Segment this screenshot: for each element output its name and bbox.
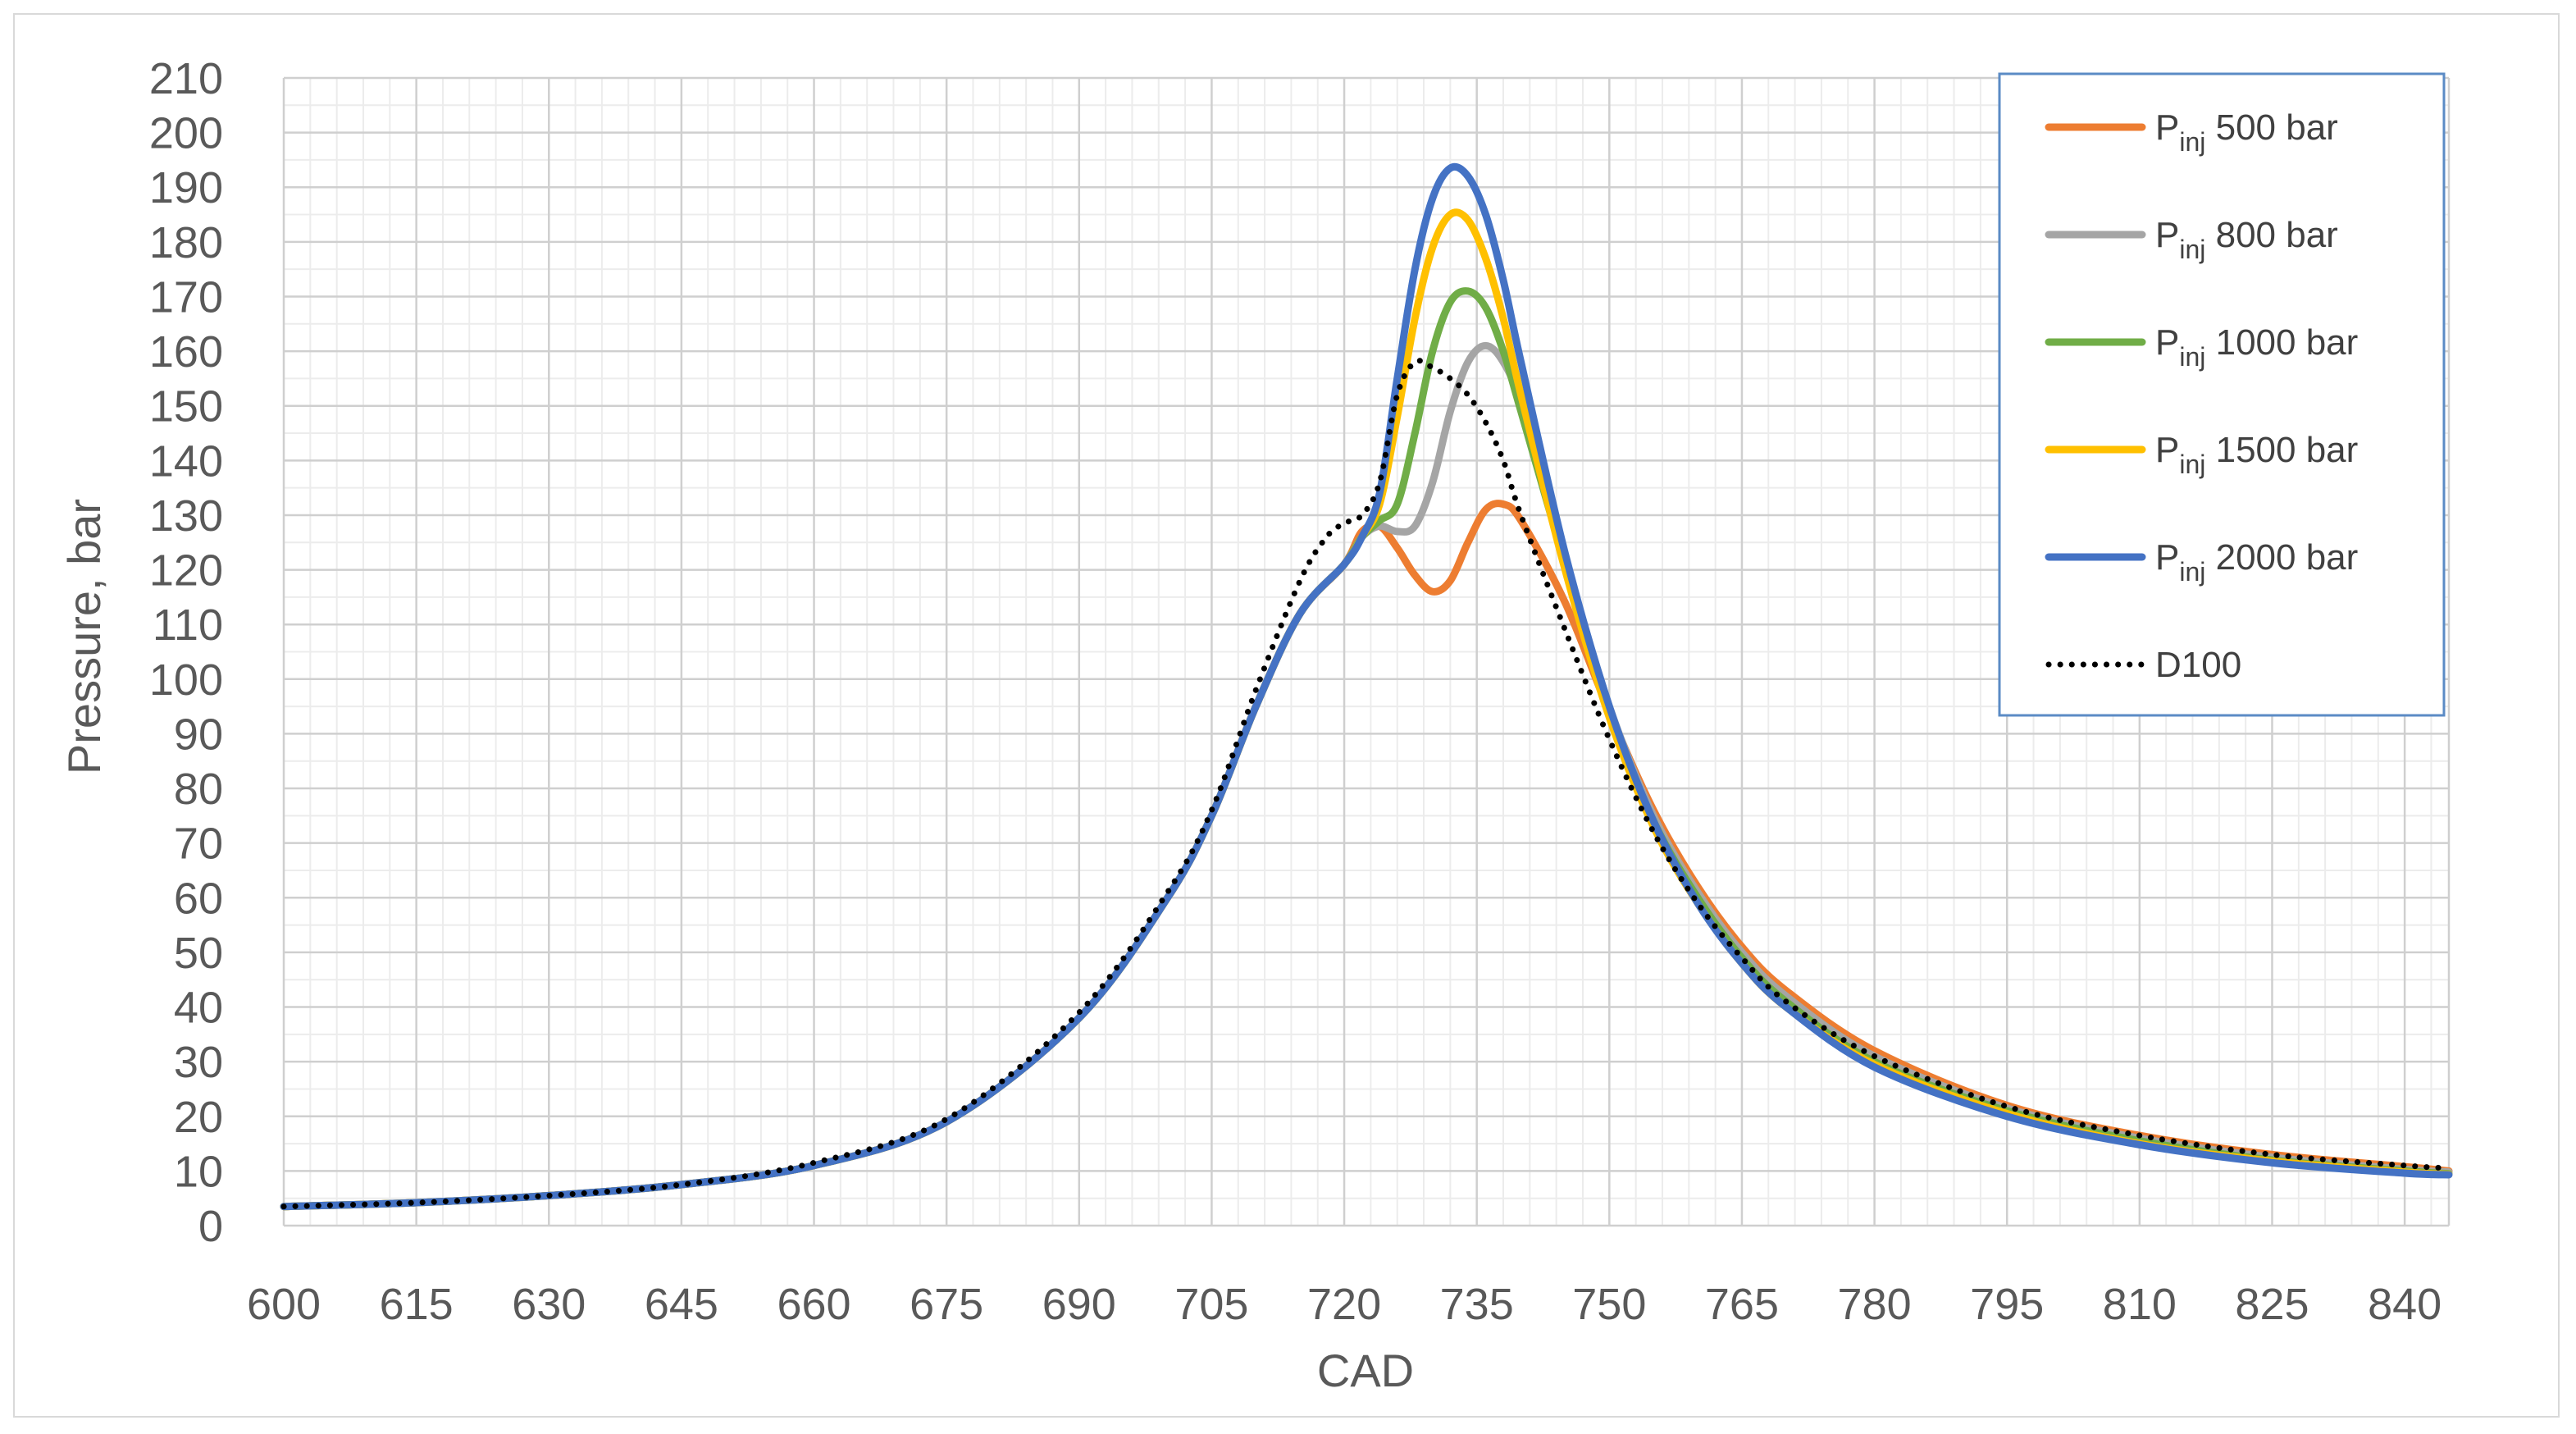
y-axis-ticks: 0 10 20 30 40 50 60 70 80 90 100 110 120130140150160… [149, 54, 223, 1251]
legend-label-3: Pinj 1000 bar [2155, 322, 2358, 372]
y-tick-label: 180 [149, 218, 223, 267]
y-tick-label: 60 [174, 874, 223, 923]
y-tick-label: 130 [149, 491, 223, 541]
x-tick-label: 795 [1970, 1280, 2044, 1329]
y-tick-label: 120 [149, 546, 223, 596]
x-tick-label: 630 [512, 1280, 586, 1329]
x-tick-label: 615 [380, 1280, 454, 1329]
y-tick-label: 140 [149, 436, 223, 486]
x-tick-label: 735 [1440, 1280, 1514, 1329]
x-tick-label: 645 [645, 1280, 718, 1329]
x-tick-label: 600 [247, 1280, 321, 1329]
x-tick-label: 825 [2235, 1280, 2309, 1329]
y-tick-label: 170 [149, 272, 223, 322]
y-tick-label: 40 [174, 984, 223, 1033]
x-tick-label: 765 [1705, 1280, 1779, 1329]
series-line-6 [280, 358, 2452, 1210]
y-tick-label: 90 [174, 710, 223, 759]
x-tick-label: 705 [1174, 1280, 1248, 1329]
legend-label-4: Pinj 1500 bar [2155, 430, 2358, 479]
y-tick-label: 80 [174, 765, 223, 814]
y-tick-label: 200 [149, 109, 223, 158]
x-axis-ticks: 600 615 630 645 660 675 690 705 720 735 750 765 780 7… [247, 1280, 2442, 1329]
y-tick-label: 100 [149, 655, 223, 705]
y-tick-label: 30 [174, 1038, 223, 1087]
y-tick-label: 10 [174, 1147, 223, 1196]
legend-label-5: Pinj 2000 bar [2155, 537, 2358, 587]
x-tick-label: 750 [1572, 1280, 1646, 1329]
y-tick-label: 190 [149, 163, 223, 212]
y-tick-label: 160 [149, 327, 223, 377]
legend: Pinj 500 bar Pinj 800 bar Pinj 1000 bar Pin… [1998, 72, 2446, 717]
y-axis-title: Pressure, bar [58, 499, 110, 774]
x-tick-label: 720 [1307, 1280, 1381, 1329]
y-tick-label: 50 [174, 929, 223, 978]
y-tick-label: 210 [149, 54, 223, 103]
legend-box [1998, 72, 2446, 717]
x-tick-label: 690 [1042, 1280, 1116, 1329]
y-tick-label: 20 [174, 1093, 223, 1142]
y-tick-label: 70 [174, 820, 223, 869]
y-tick-label: 0 [198, 1202, 223, 1251]
x-tick-label: 660 [777, 1280, 850, 1329]
minor-gridlines [284, 78, 2449, 1226]
x-tick-label: 840 [2368, 1280, 2442, 1329]
legend-label-1: Pinj 500 bar [2155, 107, 2338, 157]
legend-label-6: D100 [2155, 645, 2241, 685]
x-tick-label: 780 [1838, 1280, 1912, 1329]
x-tick-label: 810 [2103, 1280, 2177, 1329]
legend-label-2: Pinj 800 bar [2155, 215, 2338, 264]
y-tick-label: 110 [153, 601, 223, 650]
series-layer [280, 162, 2453, 1211]
series-line-5 [280, 162, 2453, 1211]
x-axis-title: CAD [1317, 1345, 1414, 1396]
x-tick-label: 675 [910, 1280, 983, 1329]
y-tick-label: 150 [149, 382, 223, 432]
